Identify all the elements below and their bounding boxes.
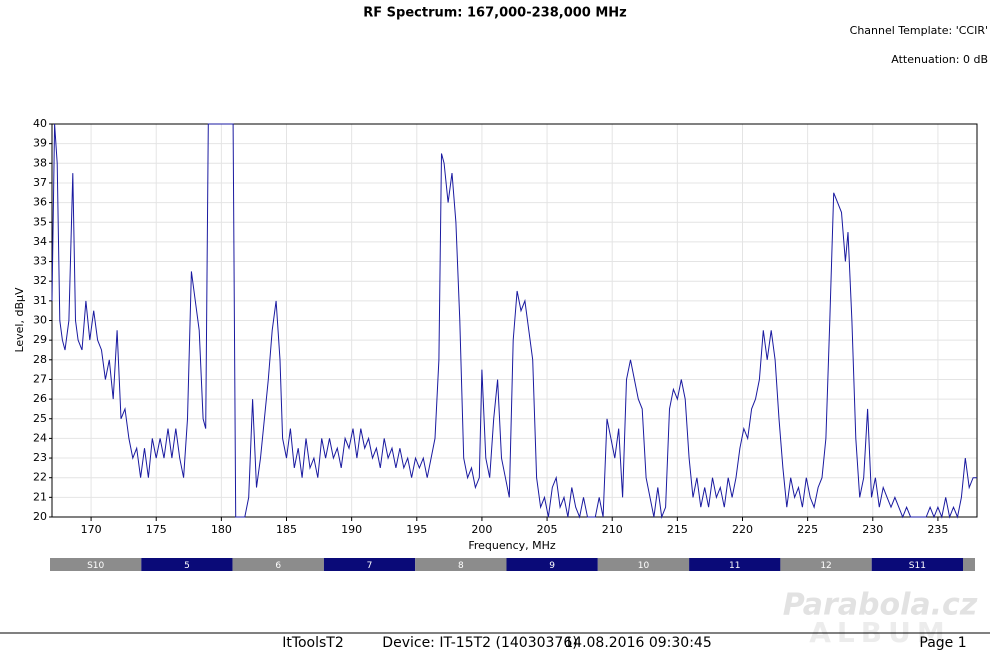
y-tick-label: 39: [33, 137, 47, 150]
channel-label: 9: [549, 561, 555, 571]
channel-label: 8: [458, 561, 464, 571]
channel-label: S11: [909, 561, 926, 571]
y-tick-label: 33: [33, 255, 47, 268]
y-tick-label: 35: [33, 215, 47, 228]
channel-label: 11: [729, 561, 740, 571]
x-tick-label: 220: [732, 523, 753, 536]
x-tick-label: 190: [341, 523, 362, 536]
y-tick-label: 26: [33, 392, 47, 405]
spectrum-line: [51, 123, 977, 519]
y-tick-label: 22: [33, 471, 47, 484]
x-tick-label: 215: [667, 523, 688, 536]
y-tick-label: 27: [33, 372, 47, 385]
y-tick-label: 21: [33, 490, 47, 503]
channel-label: 10: [638, 561, 650, 571]
channel-segment: [597, 558, 690, 571]
channel-segment: [780, 558, 872, 571]
channel-segment: [871, 558, 963, 571]
y-tick-label: 24: [33, 431, 47, 444]
channel-label: 7: [367, 561, 373, 571]
watermark: Parabola.cz: [783, 588, 978, 623]
x-tick-label: 225: [797, 523, 818, 536]
x-tick-label: 205: [537, 523, 558, 536]
footer-timestamp: 14.08.2016 09:30:45: [564, 635, 712, 650]
y-tick-label: 34: [33, 235, 47, 248]
y-axis-label: Level, dBµV: [13, 287, 26, 353]
x-tick-label: 200: [471, 523, 492, 536]
channel-template: Channel Template: 'CCIR': [850, 24, 988, 37]
y-tick-label: 40: [33, 117, 47, 130]
x-tick-label: 230: [862, 523, 883, 536]
y-tick-label: 37: [33, 176, 47, 189]
x-tick-label: 235: [927, 523, 948, 536]
footer-app: ItToolsT2: [282, 635, 344, 650]
y-tick-label: 29: [33, 333, 47, 346]
channel-segment: [232, 558, 324, 571]
x-tick-label: 180: [211, 523, 232, 536]
channel-label: 6: [275, 561, 281, 571]
y-tick-label: 20: [33, 510, 47, 523]
y-tick-label: 28: [33, 353, 47, 366]
channel-label: 5: [184, 561, 190, 571]
chart-title: RF Spectrum: 167,000-238,000 MHz: [363, 6, 627, 21]
y-tick-label: 31: [33, 294, 47, 307]
x-axis-label: Frequency, MHz: [468, 539, 556, 552]
channel-segment: [689, 558, 781, 571]
y-tick-label: 38: [33, 156, 47, 169]
x-tick-label: 175: [146, 523, 167, 536]
y-tick-label: 36: [33, 196, 47, 209]
y-tick-label: 30: [33, 314, 47, 327]
x-tick-label: 195: [406, 523, 427, 536]
channel-label: S10: [87, 561, 104, 571]
channel-tail: [963, 558, 975, 571]
y-tick-label: 32: [33, 274, 47, 287]
y-tick-label: 23: [33, 451, 47, 464]
plot-frame: [51, 123, 978, 518]
x-tick-label: 185: [276, 523, 297, 536]
channel-segment: [415, 558, 507, 571]
channel-segment: [50, 558, 142, 571]
channel-label: 12: [820, 561, 831, 571]
footer-page: Page 1: [919, 635, 966, 650]
channel-segment: [506, 558, 598, 571]
x-tick-label: 210: [602, 523, 623, 536]
channel-segment: [141, 558, 233, 571]
attenuation: Attenuation: 0 dB: [891, 53, 988, 66]
y-tick-label: 25: [33, 412, 47, 425]
footer-device: Device: IT-15T2 (14030376): [382, 635, 577, 650]
channel-segment: [323, 558, 416, 571]
x-tick-label: 170: [81, 523, 102, 536]
